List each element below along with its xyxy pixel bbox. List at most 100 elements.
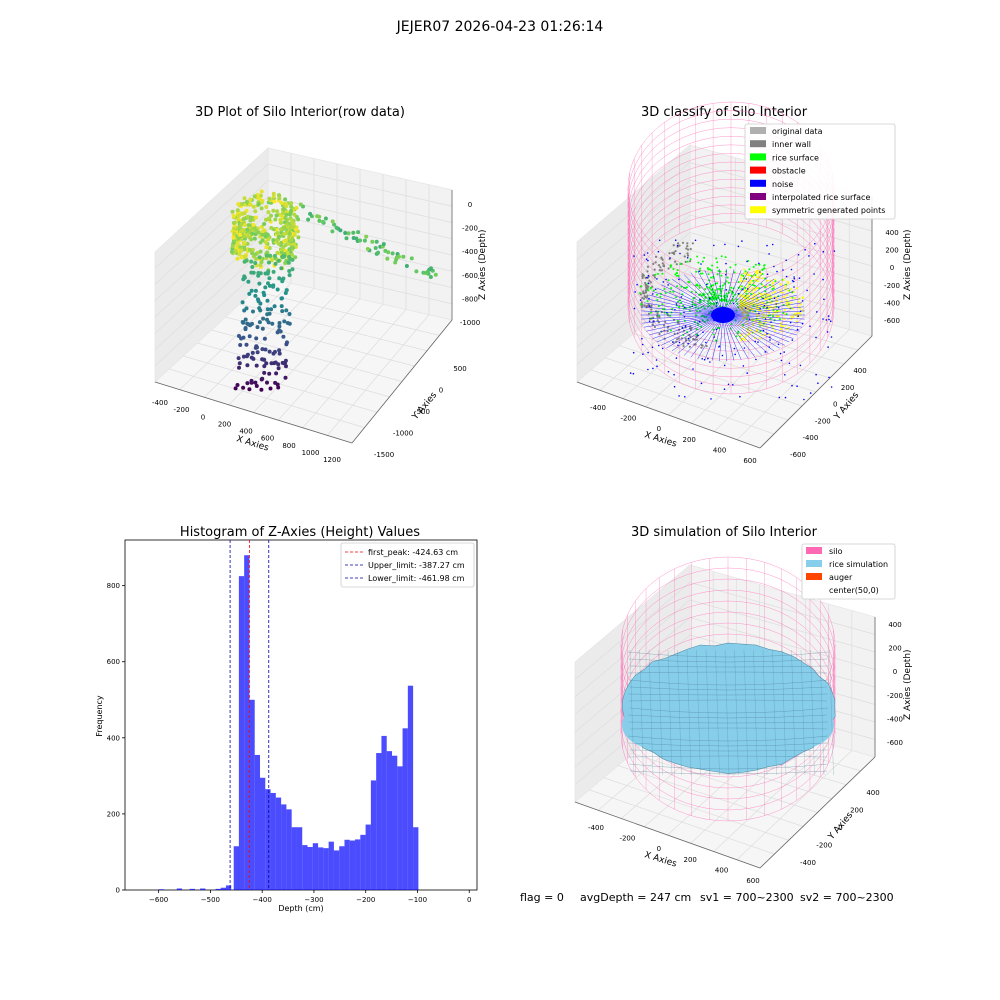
classify-point-noise (725, 262, 727, 265)
raw-point (321, 219, 325, 224)
grid-line (736, 329, 850, 440)
classify-point-rice (721, 284, 724, 287)
raw-point (243, 317, 248, 322)
classify-point-noise (705, 283, 708, 286)
raw-point (245, 363, 250, 368)
raw-point (271, 194, 276, 199)
raw-point (230, 244, 235, 248)
raw-point (241, 354, 246, 359)
raw-point (237, 365, 241, 370)
simulation-mesh-line (629, 727, 828, 730)
raw-point (240, 300, 245, 305)
raw-x-tick-label: 800 (282, 442, 295, 450)
classify-point-noise (732, 302, 735, 305)
raw-point (385, 256, 390, 261)
raw-point (260, 238, 265, 243)
classify-point-noise (657, 344, 660, 347)
classify-point-noise (741, 240, 743, 242)
classify-point-noise (766, 306, 768, 309)
classify-point-noise (742, 365, 745, 367)
classify-point-noise (692, 368, 694, 370)
classify-noise-spoke (649, 294, 724, 316)
classify-point-noise (768, 346, 770, 348)
classify-point-rice (761, 268, 764, 271)
classify-point-sym (748, 288, 751, 291)
classify-point-noise (658, 239, 661, 242)
raw-point (317, 214, 322, 219)
classify-point-noise (784, 396, 787, 399)
raw-point (428, 275, 433, 279)
raw-point (285, 250, 290, 255)
simulation-legend-label: center(50,0) (829, 586, 879, 595)
classify-point-noise (737, 292, 740, 295)
raw-point (242, 242, 246, 247)
raw-point (277, 324, 282, 329)
raw-point (256, 202, 261, 207)
raw-point (279, 304, 284, 309)
y-axis-line (759, 335, 873, 449)
classify-point-sym (796, 287, 799, 290)
raw-point (245, 381, 250, 386)
classify-point-rice (676, 272, 679, 275)
raw-point (250, 231, 255, 236)
classify-point-noise (669, 257, 671, 259)
classify-point-sym (783, 318, 786, 321)
classify-noise-spoke (722, 314, 800, 332)
classify-point-noise (657, 250, 660, 253)
simulation-mesh-line (696, 649, 701, 776)
raw-point (267, 246, 272, 251)
classify-point-sym (757, 318, 760, 321)
raw-point (334, 225, 339, 230)
classify-point-rice (727, 281, 730, 284)
classify-point-noise (687, 342, 689, 345)
classify-point-noise (748, 318, 751, 321)
figure-title: JEJER07 2026-04-23 01:26:14 (396, 19, 604, 35)
classify-point-noise (746, 288, 749, 290)
raw-point (249, 355, 254, 360)
cls-y-tick-label: -600 (790, 451, 806, 459)
classify-point-noise (830, 320, 832, 323)
classify-point-noise (708, 297, 711, 300)
classify-point-wall (695, 338, 699, 341)
classify-point-sym (756, 276, 759, 279)
classify-point-sym (766, 279, 769, 282)
classify-point-sym (758, 314, 761, 317)
classify-point-sym (740, 299, 743, 302)
classify-noise-spoke (643, 302, 724, 316)
classify-point-noise (697, 334, 699, 337)
histogram-y-tick-label: 200 (107, 810, 120, 818)
raw-point (281, 210, 285, 215)
raw-point (257, 320, 262, 325)
classify-point-noise (762, 297, 764, 300)
classify-point-wall (676, 338, 679, 341)
classify-point-rice (716, 261, 719, 264)
raw-point (276, 234, 281, 239)
classify-point-noise (801, 322, 804, 325)
raw-point (292, 232, 297, 237)
classify-point-sym (748, 274, 751, 276)
raw-ylabel: Y Axies (410, 390, 439, 422)
raw-point (248, 215, 253, 220)
raw-point (287, 247, 292, 252)
raw-point (249, 288, 254, 293)
classify-point-wall (700, 346, 703, 349)
raw-point (231, 213, 236, 218)
classify-point-noise (833, 250, 836, 252)
raw-point (277, 328, 282, 333)
classify-point-sym (747, 290, 750, 293)
classify-point-noise (759, 308, 761, 310)
raw-point (283, 197, 288, 202)
classify-point-noise (647, 274, 650, 277)
panel-histogram: Histogram of Z-Axies (Height) Values −60… (95, 525, 478, 913)
raw-point (267, 349, 272, 354)
classify-point-noise (830, 336, 833, 338)
classify-point-rice (701, 272, 704, 275)
classify-point-sym (765, 297, 768, 300)
raw-point (281, 206, 286, 211)
sim-z-tick-label: -400 (887, 715, 903, 723)
classify-point-noise (727, 383, 730, 386)
raw-point (239, 255, 244, 260)
simulation-mesh-line (628, 679, 829, 686)
classify-point-sym (797, 300, 800, 303)
classify-point-sym (779, 283, 782, 286)
